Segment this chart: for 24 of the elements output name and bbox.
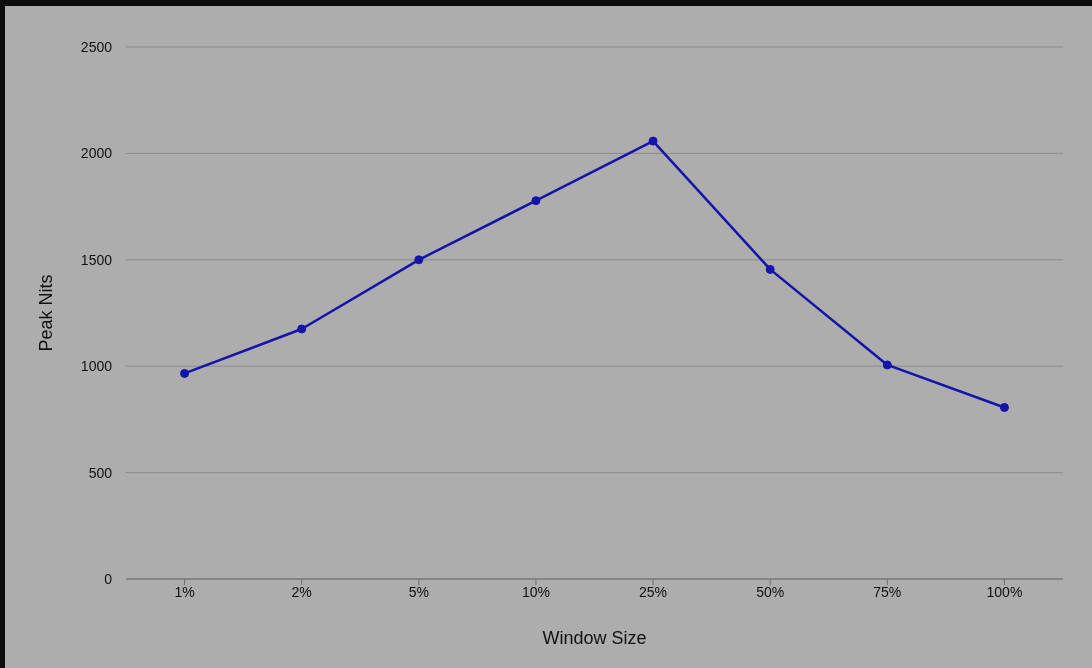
y-axis-title: Peak Nits — [36, 274, 57, 352]
point — [297, 324, 307, 334]
point — [999, 402, 1009, 412]
x-tick-label: 1% — [174, 583, 195, 600]
y-tick-label: 1500 — [80, 251, 113, 268]
point — [765, 264, 775, 274]
y-tick-label: 1000 — [80, 358, 113, 375]
y-tick-label: 500 — [88, 464, 113, 481]
point — [180, 368, 190, 378]
y-tick-label: 0 — [104, 570, 113, 587]
x-tick-label: 75% — [873, 583, 902, 600]
x-tick-label: 2% — [291, 583, 312, 600]
x-tick-label: 25% — [639, 583, 668, 600]
point — [882, 360, 892, 370]
point — [648, 136, 658, 146]
y-tick-label: 2500 — [80, 38, 113, 55]
x-tick-label: 100% — [986, 583, 1023, 600]
point — [531, 196, 541, 206]
y-tick-label: 2000 — [80, 145, 113, 162]
point — [414, 255, 424, 265]
x-axis-title: Window Size — [542, 628, 647, 648]
x-tick-label: 5% — [408, 583, 429, 600]
x-tick-label: 50% — [756, 583, 785, 600]
x-tick-label: 10% — [521, 583, 550, 600]
